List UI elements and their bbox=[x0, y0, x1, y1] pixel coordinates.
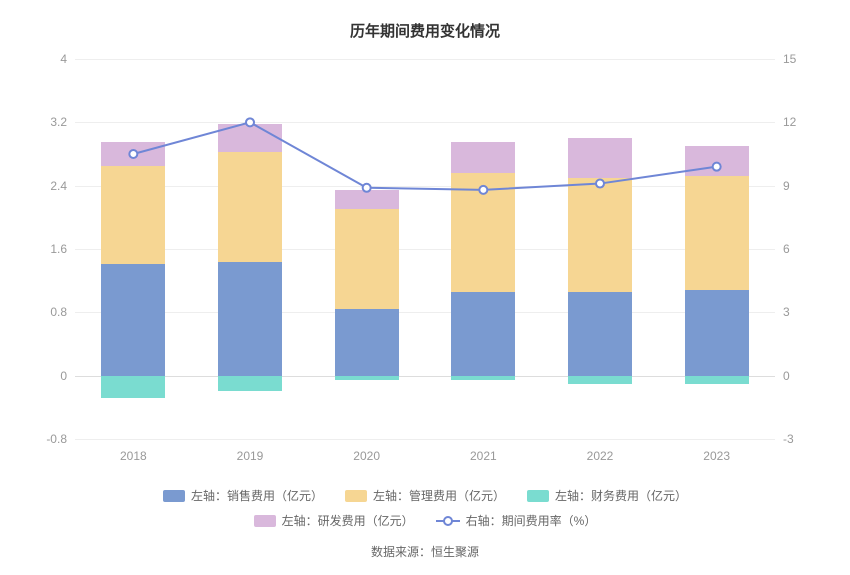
bar-segment-finance bbox=[685, 376, 749, 384]
legend-label: 右轴：期间费用率（%） bbox=[466, 512, 597, 529]
bar-group: 1.44 bbox=[218, 59, 282, 439]
bar-segment-finance bbox=[335, 376, 399, 381]
y-tick-left: 1.6 bbox=[37, 242, 67, 256]
legend-item-rnd[interactable]: 左轴：研发费用（亿元） bbox=[254, 512, 414, 529]
bar-segment-rnd bbox=[101, 142, 165, 166]
y-tick-right: 12 bbox=[783, 115, 813, 129]
bar-segment-mgmt bbox=[568, 178, 632, 292]
legend-label: 左轴：管理费用（亿元） bbox=[373, 487, 505, 504]
bar-group: 1.08 bbox=[685, 59, 749, 439]
legend-label: 左轴：销售费用（亿元） bbox=[191, 487, 323, 504]
legend-swatch bbox=[527, 490, 549, 502]
legend-label: 左轴：研发费用（亿元） bbox=[282, 512, 414, 529]
data-source-label: 数据来源：恒生聚源 bbox=[50, 543, 800, 560]
grid-line bbox=[75, 186, 775, 187]
legend-swatch bbox=[163, 490, 185, 502]
bar-segment-finance bbox=[101, 376, 165, 398]
legend-item-expense_ratio[interactable]: 右轴：期间费用率（%） bbox=[436, 512, 597, 529]
bar-segment-rnd bbox=[568, 138, 632, 178]
y-axis-right: -303691215 bbox=[783, 59, 813, 439]
x-axis-label: 2021 bbox=[470, 449, 497, 463]
legend-item-sales[interactable]: 左轴：销售费用（亿元） bbox=[163, 487, 323, 504]
legend-line-marker bbox=[436, 514, 460, 528]
legend-item-mgmt[interactable]: 左轴：管理费用（亿元） bbox=[345, 487, 505, 504]
bar-segment-sales bbox=[218, 262, 282, 376]
y-tick-right: 0 bbox=[783, 369, 813, 383]
bar-segment-rnd bbox=[218, 124, 282, 152]
legend-swatch bbox=[345, 490, 367, 502]
bar-segment-rnd bbox=[335, 190, 399, 210]
bar-segment-sales bbox=[101, 264, 165, 376]
y-tick-right: -3 bbox=[783, 432, 813, 446]
chart-container: 历年期间费用变化情况 -0.800.81.62.43.24-3036912151… bbox=[0, 0, 850, 575]
bar-segment-sales bbox=[568, 292, 632, 376]
bar-segment-finance bbox=[218, 376, 282, 392]
legend-item-finance[interactable]: 左轴：财务费用（亿元） bbox=[527, 487, 687, 504]
y-tick-left: -0.8 bbox=[37, 432, 67, 446]
bar-segment-mgmt bbox=[335, 209, 399, 309]
bar-segment-finance bbox=[451, 376, 515, 381]
bar-segment-mgmt bbox=[451, 173, 515, 292]
grid-line bbox=[75, 439, 775, 440]
plot-area: -0.800.81.62.43.24-3036912151.4120181.44… bbox=[75, 59, 775, 439]
bar-group: 0.84 bbox=[335, 59, 399, 439]
bar-group: 1.06 bbox=[451, 59, 515, 439]
bar-segment-mgmt bbox=[218, 152, 282, 262]
bar-segment-sales bbox=[335, 309, 399, 376]
y-tick-left: 0.8 bbox=[37, 305, 67, 319]
bar-segment-sales bbox=[451, 292, 515, 376]
y-tick-left: 4 bbox=[37, 52, 67, 66]
bar-group: 1.41 bbox=[101, 59, 165, 439]
y-tick-right: 6 bbox=[783, 242, 813, 256]
x-axis-label: 2023 bbox=[703, 449, 730, 463]
legend-swatch bbox=[254, 515, 276, 527]
x-axis-label: 2018 bbox=[120, 449, 147, 463]
x-axis-label: 2019 bbox=[237, 449, 264, 463]
x-axis-label: 2022 bbox=[587, 449, 614, 463]
grid-line bbox=[75, 312, 775, 313]
legend-label: 左轴：财务费用（亿元） bbox=[555, 487, 687, 504]
bar-segment-rnd bbox=[685, 146, 749, 176]
chart-title: 历年期间费用变化情况 bbox=[50, 20, 800, 41]
y-tick-left: 2.4 bbox=[37, 179, 67, 193]
legend-row: 左轴：研发费用（亿元） 右轴：期间费用率（%） bbox=[50, 512, 800, 529]
y-tick-left: 0 bbox=[37, 369, 67, 383]
y-tick-left: 3.2 bbox=[37, 115, 67, 129]
y-tick-right: 15 bbox=[783, 52, 813, 66]
y-axis-left: -0.800.81.62.43.24 bbox=[37, 59, 67, 439]
y-tick-right: 9 bbox=[783, 179, 813, 193]
bar-segment-mgmt bbox=[101, 166, 165, 264]
grid-line bbox=[75, 122, 775, 123]
bar-segment-finance bbox=[568, 376, 632, 384]
grid-line bbox=[75, 59, 775, 60]
legend-row: 左轴：销售费用（亿元） 左轴：管理费用（亿元） 左轴：财务费用（亿元） bbox=[50, 487, 800, 504]
bar-segment-rnd bbox=[451, 142, 515, 173]
grid-line bbox=[75, 376, 775, 377]
bar-group: 1.06 bbox=[568, 59, 632, 439]
bar-segment-mgmt bbox=[685, 176, 749, 290]
y-tick-right: 3 bbox=[783, 305, 813, 319]
x-axis-label: 2020 bbox=[353, 449, 380, 463]
legend: 左轴：销售费用（亿元） 左轴：管理费用（亿元） 左轴：财务费用（亿元） 左轴：研发费用… bbox=[50, 487, 800, 529]
grid-line bbox=[75, 249, 775, 250]
bar-segment-sales bbox=[685, 290, 749, 376]
